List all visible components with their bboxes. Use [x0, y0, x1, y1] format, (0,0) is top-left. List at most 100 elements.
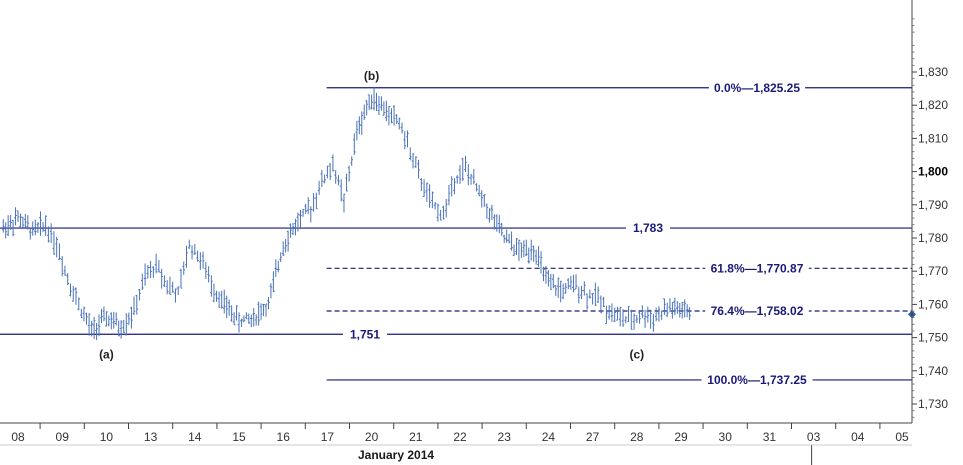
price-bar [433, 202, 437, 210]
price-bar [447, 184, 451, 206]
fib-level-label: 100.0%—1,737.25 [707, 373, 807, 387]
price-bar [347, 165, 351, 182]
price-bar [480, 190, 484, 208]
price-bar [613, 307, 616, 323]
price-bar [554, 284, 558, 296]
price-bar [588, 289, 592, 299]
x-tick-label: 13 [144, 430, 158, 444]
price-bar [262, 303, 265, 317]
price-bar [616, 306, 619, 321]
level-label-bg [626, 220, 670, 236]
price-bar [574, 274, 578, 290]
price-bar [95, 322, 98, 340]
x-tick-label: 22 [453, 430, 467, 444]
price-bar [247, 313, 251, 324]
price-bar [276, 260, 280, 273]
price-bar [132, 296, 136, 316]
price-bar [372, 86, 376, 111]
price-bar [442, 205, 445, 220]
x-tick-label: 04 [851, 430, 865, 444]
price-bar [529, 239, 533, 261]
price-bar [259, 303, 263, 320]
price-bar [294, 218, 297, 236]
price-bar [678, 303, 682, 318]
price-bar [390, 108, 393, 124]
price-bar [569, 275, 573, 290]
price-bar [417, 159, 420, 179]
price-bar [19, 213, 22, 229]
price-bar [660, 310, 663, 320]
price-bar [264, 303, 268, 317]
price-bar [304, 203, 307, 214]
price-bar [544, 265, 548, 284]
price-bar [252, 308, 256, 327]
price-bar [495, 214, 499, 232]
price-bar [680, 301, 684, 319]
price-bar [66, 273, 70, 286]
y-tick-label: 1,830 [918, 65, 948, 79]
price-bar [387, 106, 391, 126]
price-bar [63, 265, 67, 276]
price-bar [688, 307, 691, 321]
price-bar [39, 211, 42, 236]
price-bar [537, 246, 540, 267]
price-bar [596, 286, 600, 304]
price-bar [58, 243, 61, 260]
price-bar [217, 291, 221, 308]
x-tick-label: 08 [11, 430, 25, 444]
price-bar [207, 266, 210, 283]
price-bar [652, 313, 655, 332]
price-bar [534, 249, 538, 265]
price-bar [502, 234, 506, 244]
y-axis: 1,730 1,740 1,750 1,760 1,770 1,780 1,790 1,800… [911, 0, 948, 423]
x-tick-label: 14 [188, 430, 202, 444]
price-bar [599, 295, 603, 314]
price-bar [422, 179, 426, 197]
price-bar [210, 275, 213, 297]
wave-label: (a) [99, 347, 114, 361]
price-bar [512, 244, 516, 257]
price-bar [317, 180, 321, 195]
x-tick-label: 15 [232, 430, 246, 444]
price-bar [60, 256, 64, 277]
price-bar [21, 216, 25, 228]
price-bar [671, 301, 674, 319]
price-bar [561, 283, 565, 300]
price-bar [16, 210, 20, 222]
price-bar [632, 313, 636, 330]
wave-label: (c) [629, 347, 644, 361]
price-bar [171, 281, 174, 293]
price-bar [47, 226, 50, 243]
price-bar [594, 282, 597, 306]
price-bar [382, 101, 386, 116]
price-bar [309, 206, 313, 223]
price-bar [458, 165, 462, 184]
price-bar [87, 313, 91, 336]
price-bar [510, 231, 513, 251]
price-bar [97, 314, 101, 337]
price-bar [122, 319, 126, 333]
price-bar [334, 170, 337, 184]
price-bar [77, 297, 81, 311]
price-bar [547, 269, 550, 287]
price-bar [85, 312, 88, 325]
y-tick-label: 1,820 [918, 98, 948, 112]
price-bar [31, 221, 35, 236]
price-bar [414, 156, 418, 168]
price-bar [179, 268, 183, 289]
price-bar [591, 293, 594, 305]
price-bar [552, 273, 555, 289]
x-tick-label: 29 [674, 430, 688, 444]
price-bar [225, 295, 229, 319]
price-bar [466, 164, 470, 186]
price-bar [289, 223, 292, 238]
price-bar [420, 177, 423, 192]
y-tick-label: 1,730 [918, 397, 948, 411]
price-bar [323, 174, 326, 184]
price-bar [301, 208, 305, 217]
price-bar [350, 156, 354, 166]
price-bar [358, 116, 361, 135]
price-bar [566, 278, 570, 290]
price-bar [577, 286, 581, 304]
